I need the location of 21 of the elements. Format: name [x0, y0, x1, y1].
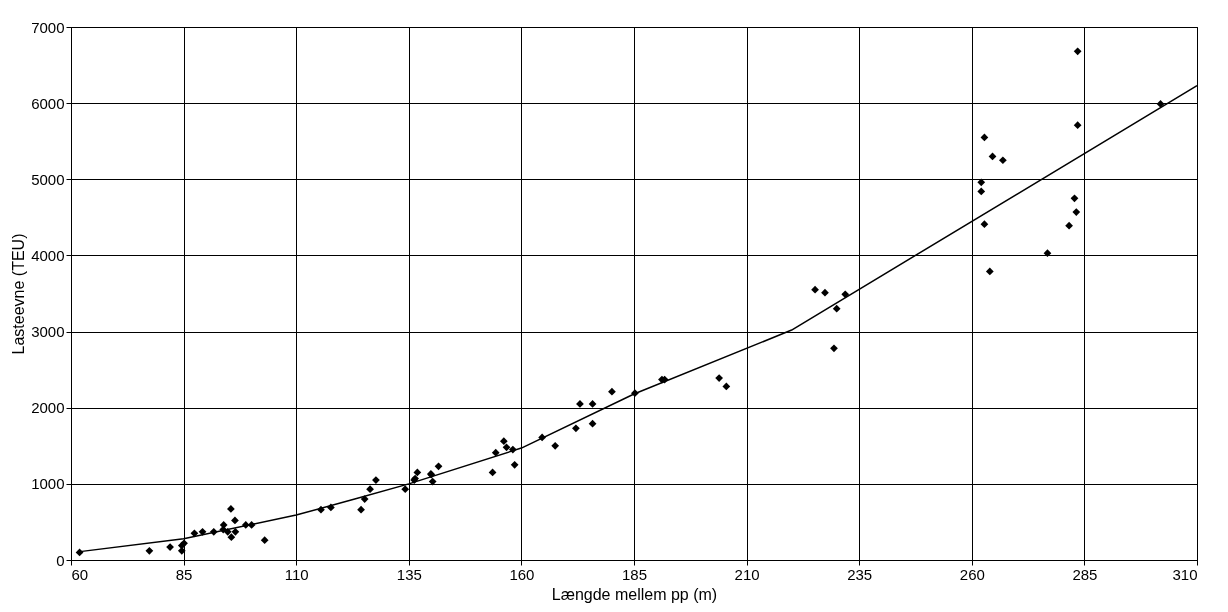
x-axis-title: Længde mellem pp (m): [551, 585, 718, 603]
y-tick-label: 4000: [31, 246, 65, 264]
y-axis-title: Lasteevne (TEU): [10, 233, 28, 355]
y-tick-label: 0: [56, 551, 65, 569]
y-tick-label: 5000: [31, 170, 65, 188]
y-tick-label: 7000: [31, 18, 65, 36]
x-tick-label: 235: [847, 565, 873, 583]
x-tick-label: 135: [396, 565, 422, 583]
x-tick-label: 160: [509, 565, 535, 583]
x-tick-label: 260: [959, 565, 985, 583]
x-tick-label: 285: [1072, 565, 1098, 583]
x-tick-label: 210: [734, 565, 760, 583]
y-tick-label: 2000: [31, 399, 65, 417]
y-tick-label: 1000: [31, 475, 65, 493]
x-tick-label: 85: [175, 565, 193, 583]
x-tick-label: 185: [621, 565, 648, 583]
x-tick-label: 310: [1172, 565, 1198, 583]
y-tick-label: 6000: [31, 94, 65, 112]
x-tick-label: 110: [284, 565, 309, 583]
y-tick-label: 3000: [31, 323, 65, 341]
x-tick-label: 60: [71, 565, 89, 583]
